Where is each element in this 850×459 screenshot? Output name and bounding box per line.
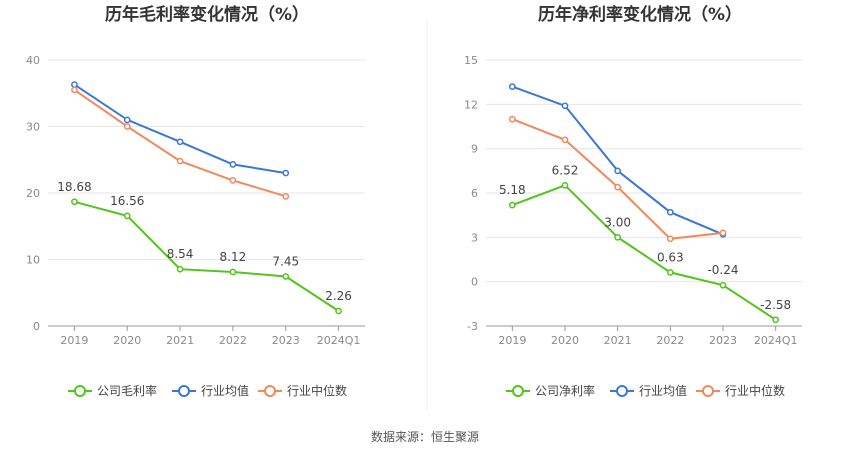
data-label: 5.18 xyxy=(499,183,526,197)
data-point xyxy=(614,167,622,175)
data-point xyxy=(282,169,290,177)
x-tick-label: 2021 xyxy=(166,334,194,347)
x-tick-label: 2019 xyxy=(60,334,88,347)
legend-label: 公司净利率 xyxy=(535,383,595,398)
series-line xyxy=(74,200,340,312)
data-point xyxy=(561,102,569,110)
y-tick-label: 0 xyxy=(471,276,478,289)
legend-label: 行业均值 xyxy=(639,383,687,398)
data-point xyxy=(772,316,780,324)
data-label: 16.56 xyxy=(110,194,144,208)
x-tick-label: 2022 xyxy=(656,334,684,347)
legend-item[interactable]: 公司毛利率 xyxy=(68,383,157,398)
legend-marker xyxy=(178,385,190,397)
y-tick-label: 15 xyxy=(464,54,478,67)
legend-marker xyxy=(74,385,86,397)
series-line xyxy=(511,85,724,236)
data-label: 3.00 xyxy=(604,215,631,229)
data-label: 18.68 xyxy=(57,180,91,194)
legend-item[interactable]: 行业中位数 xyxy=(696,383,785,398)
data-point xyxy=(71,198,78,206)
data-label: -0.24 xyxy=(707,263,738,277)
chart-title: 历年净利率变化情况（%） xyxy=(538,4,742,25)
x-tick-label: 2022 xyxy=(219,334,247,347)
data-point xyxy=(508,201,516,209)
legend-label: 公司毛利率 xyxy=(97,383,157,398)
data-label: -2.58 xyxy=(760,298,791,312)
data-point xyxy=(335,307,342,315)
legend-item[interactable]: 行业均值 xyxy=(172,383,249,398)
legend-item[interactable]: 行业中位数 xyxy=(258,383,347,398)
data-point xyxy=(176,138,184,146)
x-tick-label: 2020 xyxy=(551,334,579,347)
data-point xyxy=(123,116,131,124)
data-point xyxy=(282,192,290,200)
y-tick-label: 20 xyxy=(26,187,40,200)
y-tick-label: 30 xyxy=(26,121,40,134)
x-tick-label: 2023 xyxy=(272,334,300,347)
data-point xyxy=(561,136,569,144)
data-point xyxy=(614,233,622,241)
y-tick-label: 10 xyxy=(26,254,40,267)
x-tick-label: 2024Q1 xyxy=(754,334,798,347)
data-label: 8.12 xyxy=(220,250,247,264)
data-point xyxy=(229,177,237,184)
data-point xyxy=(719,229,727,237)
data-point xyxy=(508,83,516,90)
legend-label: 行业中位数 xyxy=(287,383,347,398)
legend-marker xyxy=(616,385,628,397)
x-tick-label: 2019 xyxy=(498,334,526,347)
y-tick-label: 3 xyxy=(471,231,478,244)
data-point xyxy=(561,181,569,189)
x-tick-label: 2021 xyxy=(604,334,632,347)
legend-item[interactable]: 行业均值 xyxy=(610,383,687,398)
x-tick-label: 2020 xyxy=(113,334,141,347)
legend-item[interactable]: 公司净利率 xyxy=(506,383,595,398)
data-point xyxy=(176,157,184,165)
data-point xyxy=(666,269,674,276)
data-point xyxy=(282,273,290,280)
data-point xyxy=(508,115,516,123)
y-tick-label: 9 xyxy=(471,143,478,156)
data-point xyxy=(229,268,237,276)
data-point xyxy=(229,161,237,168)
chart-title: 历年毛利率变化情况（%） xyxy=(105,4,309,25)
y-tick-label: 6 xyxy=(471,187,478,200)
data-label: 8.54 xyxy=(167,247,194,261)
legend-label: 行业中位数 xyxy=(725,383,785,398)
data-point xyxy=(71,81,78,88)
x-tick-label: 2024Q1 xyxy=(317,334,361,347)
y-tick-label: 0 xyxy=(33,320,40,333)
series-line xyxy=(511,184,777,321)
data-point xyxy=(123,123,131,130)
legend-marker xyxy=(702,385,714,397)
y-tick-label: 40 xyxy=(26,54,40,67)
legend-marker xyxy=(512,385,524,397)
data-point xyxy=(176,265,184,273)
data-label: 0.63 xyxy=(657,250,684,264)
legend-label: 行业均值 xyxy=(201,383,249,398)
data-point xyxy=(123,212,131,220)
data-point xyxy=(666,208,674,216)
y-tick-label: -3 xyxy=(467,320,478,333)
data-label: 7.45 xyxy=(272,254,299,268)
legend-marker xyxy=(264,385,276,397)
data-point xyxy=(71,86,78,94)
data-point xyxy=(719,281,727,289)
data-label: 6.52 xyxy=(552,163,579,177)
data-point xyxy=(614,183,622,191)
net-margin-chart: 历年净利率变化情况（%） -3 0 3 6 9 12 15 2019 2020 2021 2022 20… xyxy=(464,4,802,398)
data-label: 2.26 xyxy=(325,289,352,303)
data-source: 数据来源：恒生聚源 xyxy=(371,429,479,444)
gross-margin-chart: 历年毛利率变化情况（%） 0 10 20 30 40 2019 2020 2021 2022 202… xyxy=(26,4,365,398)
y-tick-label: 12 xyxy=(464,98,478,111)
data-point xyxy=(666,235,674,243)
x-tick-label: 2023 xyxy=(709,334,737,347)
